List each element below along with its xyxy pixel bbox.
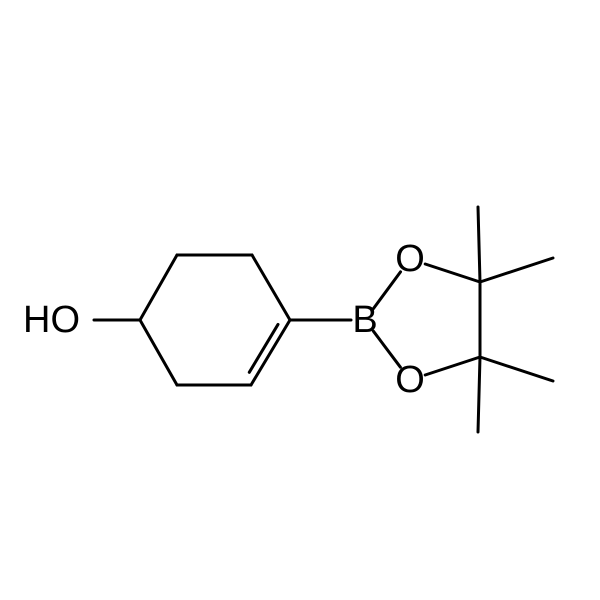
bond <box>252 255 290 320</box>
atom-label-O2: O <box>395 359 425 401</box>
bond <box>478 207 480 282</box>
atom-label-B: B <box>352 299 377 341</box>
bond <box>480 357 553 381</box>
bond <box>478 357 480 432</box>
molecule-diagram: HO BO O <box>0 0 600 600</box>
bond <box>480 258 553 282</box>
bond <box>425 264 480 282</box>
atom-label-O1: O <box>395 238 425 280</box>
bond <box>140 255 177 320</box>
bond <box>425 357 480 375</box>
atom-label-HO: HO <box>23 299 80 341</box>
bond <box>140 320 177 385</box>
bond <box>251 320 290 385</box>
